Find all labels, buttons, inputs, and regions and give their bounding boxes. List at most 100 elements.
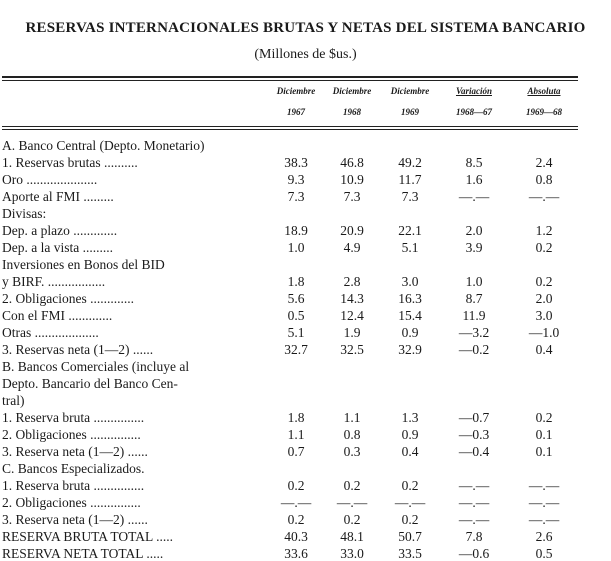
cell-var-1969-68: 0.2 [535,274,553,289]
cell-dic-1967: 38.3 [284,155,308,170]
cell-dic-1968: 1.1 [343,410,361,425]
table-row: A. Banco Central (Depto. Monetario) [2,136,578,153]
cell-var-1968-67: 1.0 [465,274,483,289]
row-label: 1. Reserva bruta ............... [2,410,145,425]
cell-var-1968-67 [438,136,510,153]
cell-dic-1967: 33.6 [284,546,308,561]
row-label: 3. Reserva neta (1—2) ...... [2,444,148,459]
row-label: A. Banco Central (Depto. Monetario) [2,138,205,153]
cell-var-1969-68: —.— [528,478,560,493]
cell-dic-1968 [322,357,382,374]
table-row: RESERVA NETA TOTAL ..... 33.6 33.0 33.5 —0.6… [2,544,578,561]
cell-dic-1967: 18.9 [284,223,308,238]
cell-dic-1967: 5.6 [287,291,305,306]
cell-dic-1968: 20.9 [340,223,364,238]
cell-dic-1969 [382,255,438,272]
cell-dic-1968: 0.2 [343,478,361,493]
reserves-table: A. Banco Central (Depto. Monetario) 1. Re… [2,136,578,561]
cell-var-1968-67 [438,204,510,221]
cell-var-1968-67: 7.8 [465,529,483,544]
cell-dic-1968: 32.5 [340,342,364,357]
table-row: 1. Reservas brutas .......... 38.3 46.8 49.… [2,153,578,170]
cell-dic-1968: 14.3 [340,291,364,306]
header-year-1968: 1968 [343,107,361,117]
top-rule-thick [2,76,578,78]
cell-var-1968-67: —.— [458,512,490,527]
table-row: Divisas: [2,204,578,221]
table-row: Otras ................... 5.1 1.9 0.9 —3.2 —1… [2,323,578,340]
table-row: RESERVA BRUTA TOTAL ..... 40.3 48.1 50.7 7.8… [2,527,578,544]
table-row: Con el FMI ............. 0.5 12.4 15.4 11.9 3… [2,306,578,323]
cell-var-1969-68: 2.6 [535,529,553,544]
cell-var-1969-68 [510,374,578,391]
row-label: Aporte al FMI ......... [2,189,114,204]
cell-var-1969-68: 0.8 [535,172,553,187]
cell-dic-1968: 0.2 [343,512,361,527]
cell-dic-1967 [270,459,322,476]
cell-var-1969-68: —.— [528,189,560,204]
header-variacion: Variación [455,86,492,96]
row-label: Con el FMI ............. [2,308,113,323]
cell-var-1969-68: —.— [528,512,560,527]
cell-dic-1968: 0.8 [343,427,361,442]
cell-dic-1967: 0.2 [287,512,305,527]
cell-dic-1969 [382,391,438,408]
table-row: 2. Obligaciones ............. 5.6 14.3 16.3… [2,289,578,306]
cell-var-1968-67 [438,459,510,476]
cell-dic-1969: 1.3 [401,410,419,425]
cell-var-1969-68: —.— [528,495,560,510]
cell-dic-1969: 15.4 [398,308,422,323]
cell-var-1968-67: —3.2 [458,325,490,340]
cell-dic-1967: 0.7 [287,444,305,459]
header-year-1967: 1967 [287,107,305,117]
cell-dic-1968: —.— [336,495,368,510]
cell-var-1969-68: 0.1 [535,444,553,459]
cell-var-1969-68: 0.2 [535,240,553,255]
cell-dic-1969: 33.5 [398,546,422,561]
cell-dic-1968: 0.3 [343,444,361,459]
cell-dic-1969: 49.2 [398,155,422,170]
cell-var-1968-67: —0.3 [458,427,490,442]
cell-dic-1969: 32.9 [398,342,422,357]
header-col-1969-top: Diciembre [390,86,430,96]
row-label: y BIRF. ................. [2,274,106,289]
cell-var-1969-68 [510,391,578,408]
cell-dic-1967 [270,136,322,153]
row-label: Dep. a la vista ......... [2,240,113,255]
row-label: 2. Obligaciones ............... [2,427,141,442]
cell-dic-1968: 10.9 [340,172,364,187]
cell-dic-1967 [270,255,322,272]
table-row: 1. Reserva bruta ............... 0.2 0.2 0.… [2,476,578,493]
table-row: 3. Reservas neta (1—2) ...... 32.7 32.5 32.… [2,340,578,357]
cell-dic-1967: 1.8 [287,410,305,425]
table-row: 3. Reserva neta (1—2) ...... 0.7 0.3 0.4 —0.… [2,442,578,459]
row-label: 3. Reserva neta (1—2) ...... [2,512,148,527]
cell-dic-1967: 5.1 [287,325,305,340]
cell-dic-1968 [322,204,382,221]
table-row: B. Bancos Comerciales (incluye al [2,357,578,374]
cell-dic-1967 [270,357,322,374]
cell-dic-1967: 0.5 [287,308,305,323]
cell-var-1968-67 [438,391,510,408]
cell-dic-1968: 33.0 [340,546,364,561]
row-label: 1. Reservas brutas .......... [2,155,138,170]
cell-dic-1967: 1.8 [287,274,305,289]
cell-var-1968-67 [438,255,510,272]
cell-var-1968-67: —.— [458,478,490,493]
row-label: Depto. Bancario del Banco Cen- [2,376,178,391]
header-bottom-rule-2 [2,129,578,130]
cell-dic-1969: 50.7 [398,529,422,544]
cell-var-1968-67 [438,357,510,374]
cell-var-1968-67: 2.0 [465,223,483,238]
cell-dic-1969 [382,204,438,221]
table-row: 2. Obligaciones ............... 1.1 0.8 0.9… [2,425,578,442]
row-label: B. Bancos Comerciales (incluye al [2,359,190,374]
row-label: Otras ................... [2,325,99,340]
cell-var-1968-67: —0.6 [458,546,490,561]
cell-dic-1967: 0.2 [287,478,305,493]
cell-dic-1969 [382,374,438,391]
cell-var-1969-68: 0.4 [535,342,553,357]
cell-var-1968-67: —.— [458,189,490,204]
cell-dic-1969: 0.9 [401,325,419,340]
cell-var-1968-67: —0.7 [458,410,490,425]
